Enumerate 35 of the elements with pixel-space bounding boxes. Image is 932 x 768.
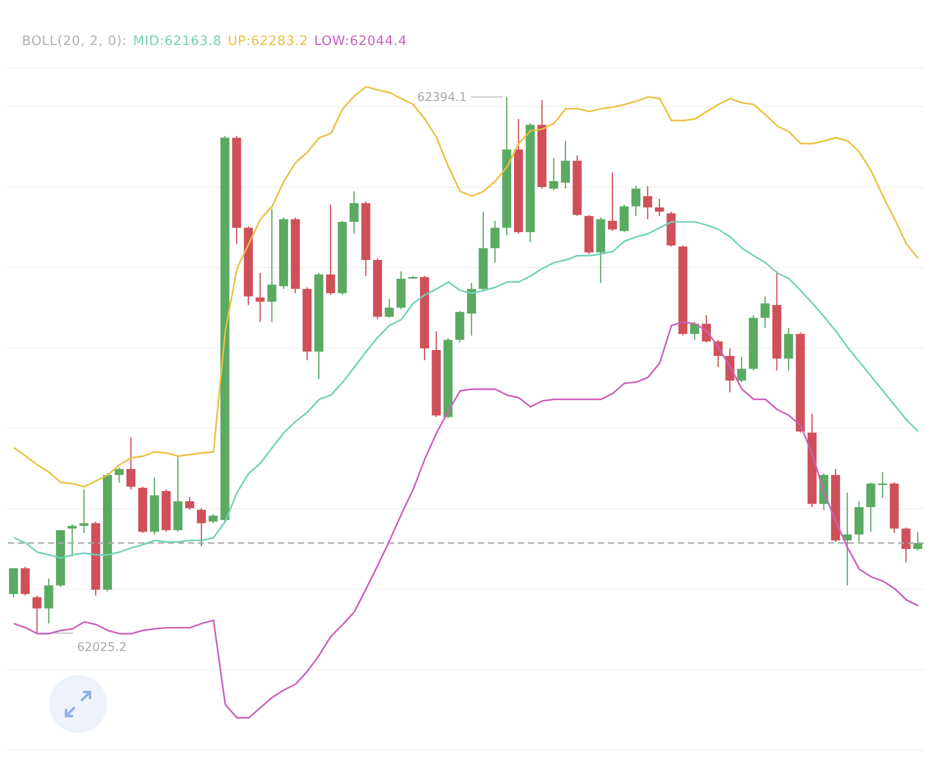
- candlestick: [643, 185, 652, 220]
- candlestick: [256, 272, 265, 323]
- candlestick: [549, 157, 558, 191]
- candlestick: [608, 172, 617, 232]
- candlestick: [79, 488, 88, 534]
- candlestick: [902, 526, 911, 563]
- candlestick: [208, 513, 218, 524]
- candlestick: [114, 466, 124, 484]
- candlestick: [878, 472, 888, 499]
- candlestick: [737, 356, 746, 383]
- candlestick: [68, 524, 77, 558]
- candlestick: [326, 204, 336, 296]
- candlestick: [44, 578, 54, 624]
- text: BOLL(20, 2, 0):: [22, 34, 128, 49]
- candlestick: [560, 140, 570, 190]
- candlestick: [267, 208, 276, 323]
- candlestick: [654, 198, 664, 217]
- candlestick: [185, 496, 194, 510]
- candlestick: [866, 482, 876, 532]
- candlestick: [126, 436, 136, 490]
- candlestick: [32, 594, 42, 634]
- candlestick: [760, 296, 770, 329]
- candlestick: [842, 492, 852, 586]
- candlestick: [490, 220, 500, 264]
- candlestick: [690, 322, 700, 340]
- candlestick: [631, 185, 640, 217]
- candlestick: [384, 298, 394, 318]
- text: 62025.2: [76, 640, 127, 654]
- text: MID:62163.8: [133, 34, 222, 49]
- text: UP:62283.2: [228, 34, 308, 49]
- candlestick: [196, 508, 206, 547]
- candlestick: [913, 531, 922, 552]
- text: LOW:62044.4: [314, 34, 407, 49]
- candlestick: [350, 190, 359, 234]
- annotation: 62394.1: [417, 90, 467, 104]
